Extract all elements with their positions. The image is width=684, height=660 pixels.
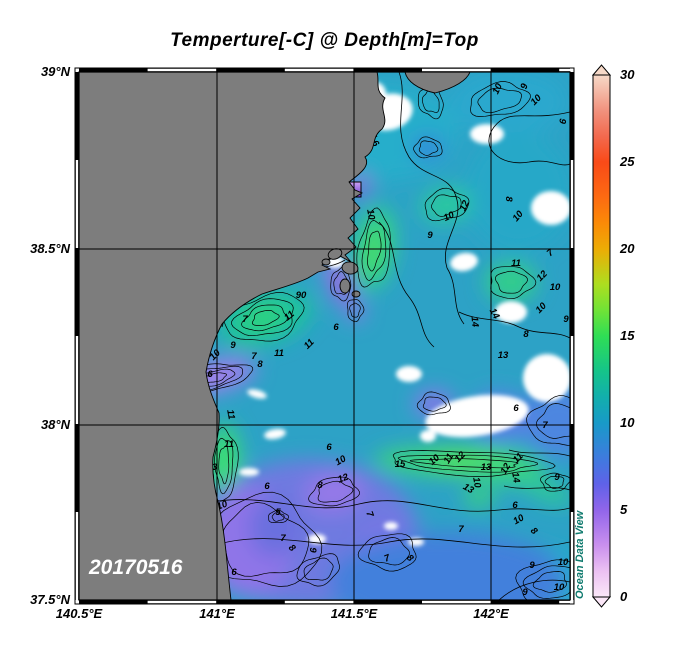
contour-label: 6 xyxy=(333,322,339,333)
contour-label: 11 xyxy=(224,409,237,421)
island xyxy=(321,258,331,266)
colorbar xyxy=(592,64,612,608)
map-frame xyxy=(74,67,575,605)
mainland xyxy=(79,72,386,600)
contour-label: 7 xyxy=(363,510,375,519)
colorbar-tick-label: 30 xyxy=(620,67,635,82)
contour-label: 6 xyxy=(513,403,519,414)
contour-label: 9 xyxy=(529,560,535,571)
contour-label: 9 xyxy=(230,340,236,351)
date-label: 20170516 xyxy=(88,556,183,579)
no-data-patch xyxy=(264,428,286,440)
contour-label: 8 xyxy=(523,329,529,340)
contour-label: 5 xyxy=(275,507,281,518)
contour-label: 7 xyxy=(545,247,557,259)
contour-label: 7 xyxy=(242,314,248,325)
contour-label: 10 xyxy=(550,282,561,293)
colorbar-tick-label: 25 xyxy=(620,154,635,169)
contour-label: 10 xyxy=(491,81,506,96)
contour-label: 7 xyxy=(458,524,464,535)
figure-title: Temperture[-C] @ Depth[m]=Top xyxy=(170,30,479,51)
no-data-patch xyxy=(450,252,478,272)
contour-label: 11 xyxy=(274,348,284,359)
y-tick-label: 39°N xyxy=(40,64,70,79)
contour-label: 9 xyxy=(554,472,560,483)
island xyxy=(351,290,361,298)
contour-label: 7 xyxy=(251,351,257,362)
contour-label: 6 xyxy=(264,481,270,492)
contour-label: 14 xyxy=(509,471,522,484)
x-tick-label: 140.5°E xyxy=(55,606,103,621)
contour-label: 9 xyxy=(522,587,528,598)
no-data-patch xyxy=(384,522,398,530)
colorbar-tick-label: 0 xyxy=(620,589,628,604)
no-data-patch xyxy=(308,534,326,544)
contour-label: 8 xyxy=(503,196,514,202)
colorbar-tick-label: 15 xyxy=(620,328,635,343)
no-data-patch xyxy=(239,468,259,476)
grid-lines xyxy=(79,72,570,600)
colorbar-tick-label: 10 xyxy=(620,415,635,430)
island xyxy=(339,278,351,294)
contour-label: 14 xyxy=(469,316,481,328)
contour-label: 6 xyxy=(231,567,237,578)
contour-label: 6 xyxy=(207,369,213,380)
no-data-patch xyxy=(420,430,436,442)
contour-label: 90 xyxy=(296,290,307,301)
contour-label: 12 xyxy=(458,198,473,213)
map-content: 10 91066108101210971112101098131414901179… xyxy=(79,72,570,600)
contour-label: 15 xyxy=(395,459,406,470)
contour-label: 7 xyxy=(383,552,392,564)
contour-label: 10 xyxy=(470,476,483,489)
x-tick-label: 141.5°E xyxy=(330,606,378,621)
contour-label: 12 xyxy=(336,471,350,485)
x-tick-label: 141°E xyxy=(199,606,235,621)
no-data-patch xyxy=(247,389,267,399)
no-data-patch xyxy=(531,191,570,225)
contour-label: 7 xyxy=(280,533,286,544)
contour-label: 10 xyxy=(554,582,565,593)
contour-label: 11 xyxy=(442,452,456,466)
contour-label: 10 xyxy=(442,209,457,224)
no-data-patch xyxy=(396,366,422,382)
no-data-patch xyxy=(425,394,529,438)
contour-label: 9 xyxy=(427,230,433,241)
no-data-patch xyxy=(523,354,570,402)
contour-label: 13 xyxy=(481,462,492,473)
colorbar-tick-label: 20 xyxy=(620,241,635,256)
contour-label: 11 xyxy=(224,439,234,450)
y-tick-label: 37.5°N xyxy=(30,592,70,607)
colorbar-top-arrow xyxy=(592,64,612,76)
land xyxy=(79,72,471,600)
x-tick-label: 142°E xyxy=(473,606,509,621)
contour-label: 11 xyxy=(511,258,521,269)
colorbar-tick-label: 5 xyxy=(620,502,628,517)
colorbar-gradient xyxy=(592,74,611,598)
contour-label: 8 xyxy=(257,359,263,370)
contour-label: 6 xyxy=(512,500,518,511)
contour-label: 8 xyxy=(317,480,323,491)
colorbar-bottom-arrow xyxy=(592,596,612,608)
contour-map: 10 91066108101210971112101098131414901179… xyxy=(74,67,575,605)
headland xyxy=(404,72,471,94)
odv-watermark: Ocean Data View xyxy=(574,510,586,599)
y-tick-label: 38°N xyxy=(40,417,70,432)
contour-label: 9 xyxy=(307,547,318,553)
contour-label: 10 xyxy=(558,557,569,568)
contour-label: 6 xyxy=(326,442,332,453)
contour-label: 6 xyxy=(558,117,570,125)
contour-label: 10 xyxy=(364,208,377,221)
contour-label: 13 xyxy=(498,350,509,361)
y-tick-label: 38.5°N xyxy=(30,241,70,256)
contour-label: 6 xyxy=(369,138,381,149)
contour-label: 9 xyxy=(519,82,531,91)
contour-label: 9 xyxy=(563,314,569,325)
no-data-patch xyxy=(470,124,504,144)
no-data-patch xyxy=(495,301,527,323)
